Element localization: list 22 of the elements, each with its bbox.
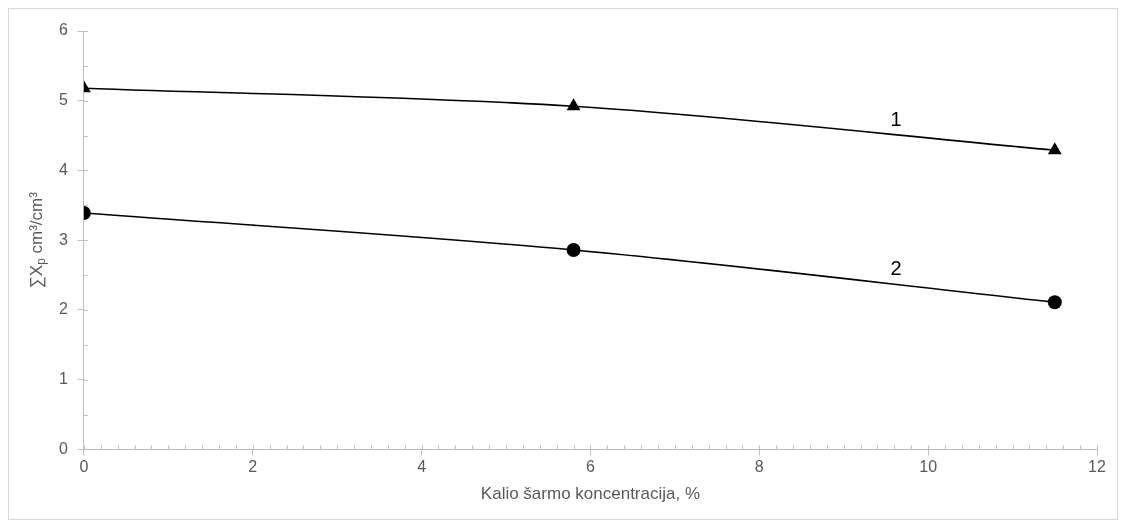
point <box>1047 295 1062 310</box>
series-label: 2 <box>890 257 902 279</box>
y-tick-label: 1 <box>58 370 68 388</box>
y-tick-label: 4 <box>58 160 68 178</box>
x-tick-label: 12 <box>1088 458 1106 476</box>
x-axis-title: Kalio šarmo koncentracija, % <box>480 484 701 504</box>
x-tick-label: 10 <box>919 458 938 476</box>
x-tick-label: 8 <box>754 458 764 476</box>
y-tick-label: 5 <box>58 91 68 109</box>
x-tick-label: 2 <box>248 458 258 476</box>
series-label: 1 <box>890 107 902 130</box>
point <box>1047 142 1062 155</box>
x-tick-label: 4 <box>417 458 427 476</box>
x-tick-label: 0 <box>79 458 89 476</box>
y-tick-label: 0 <box>58 439 68 457</box>
y-tick-label: 6 <box>58 21 68 39</box>
y-axis-title: ∑Xp cm³/cm³ <box>26 191 49 289</box>
point <box>566 98 581 111</box>
y-tick-label: 2 <box>58 300 68 318</box>
y-tick-label: 3 <box>58 230 68 248</box>
x-tick-label: 6 <box>586 458 595 476</box>
point <box>566 242 581 257</box>
